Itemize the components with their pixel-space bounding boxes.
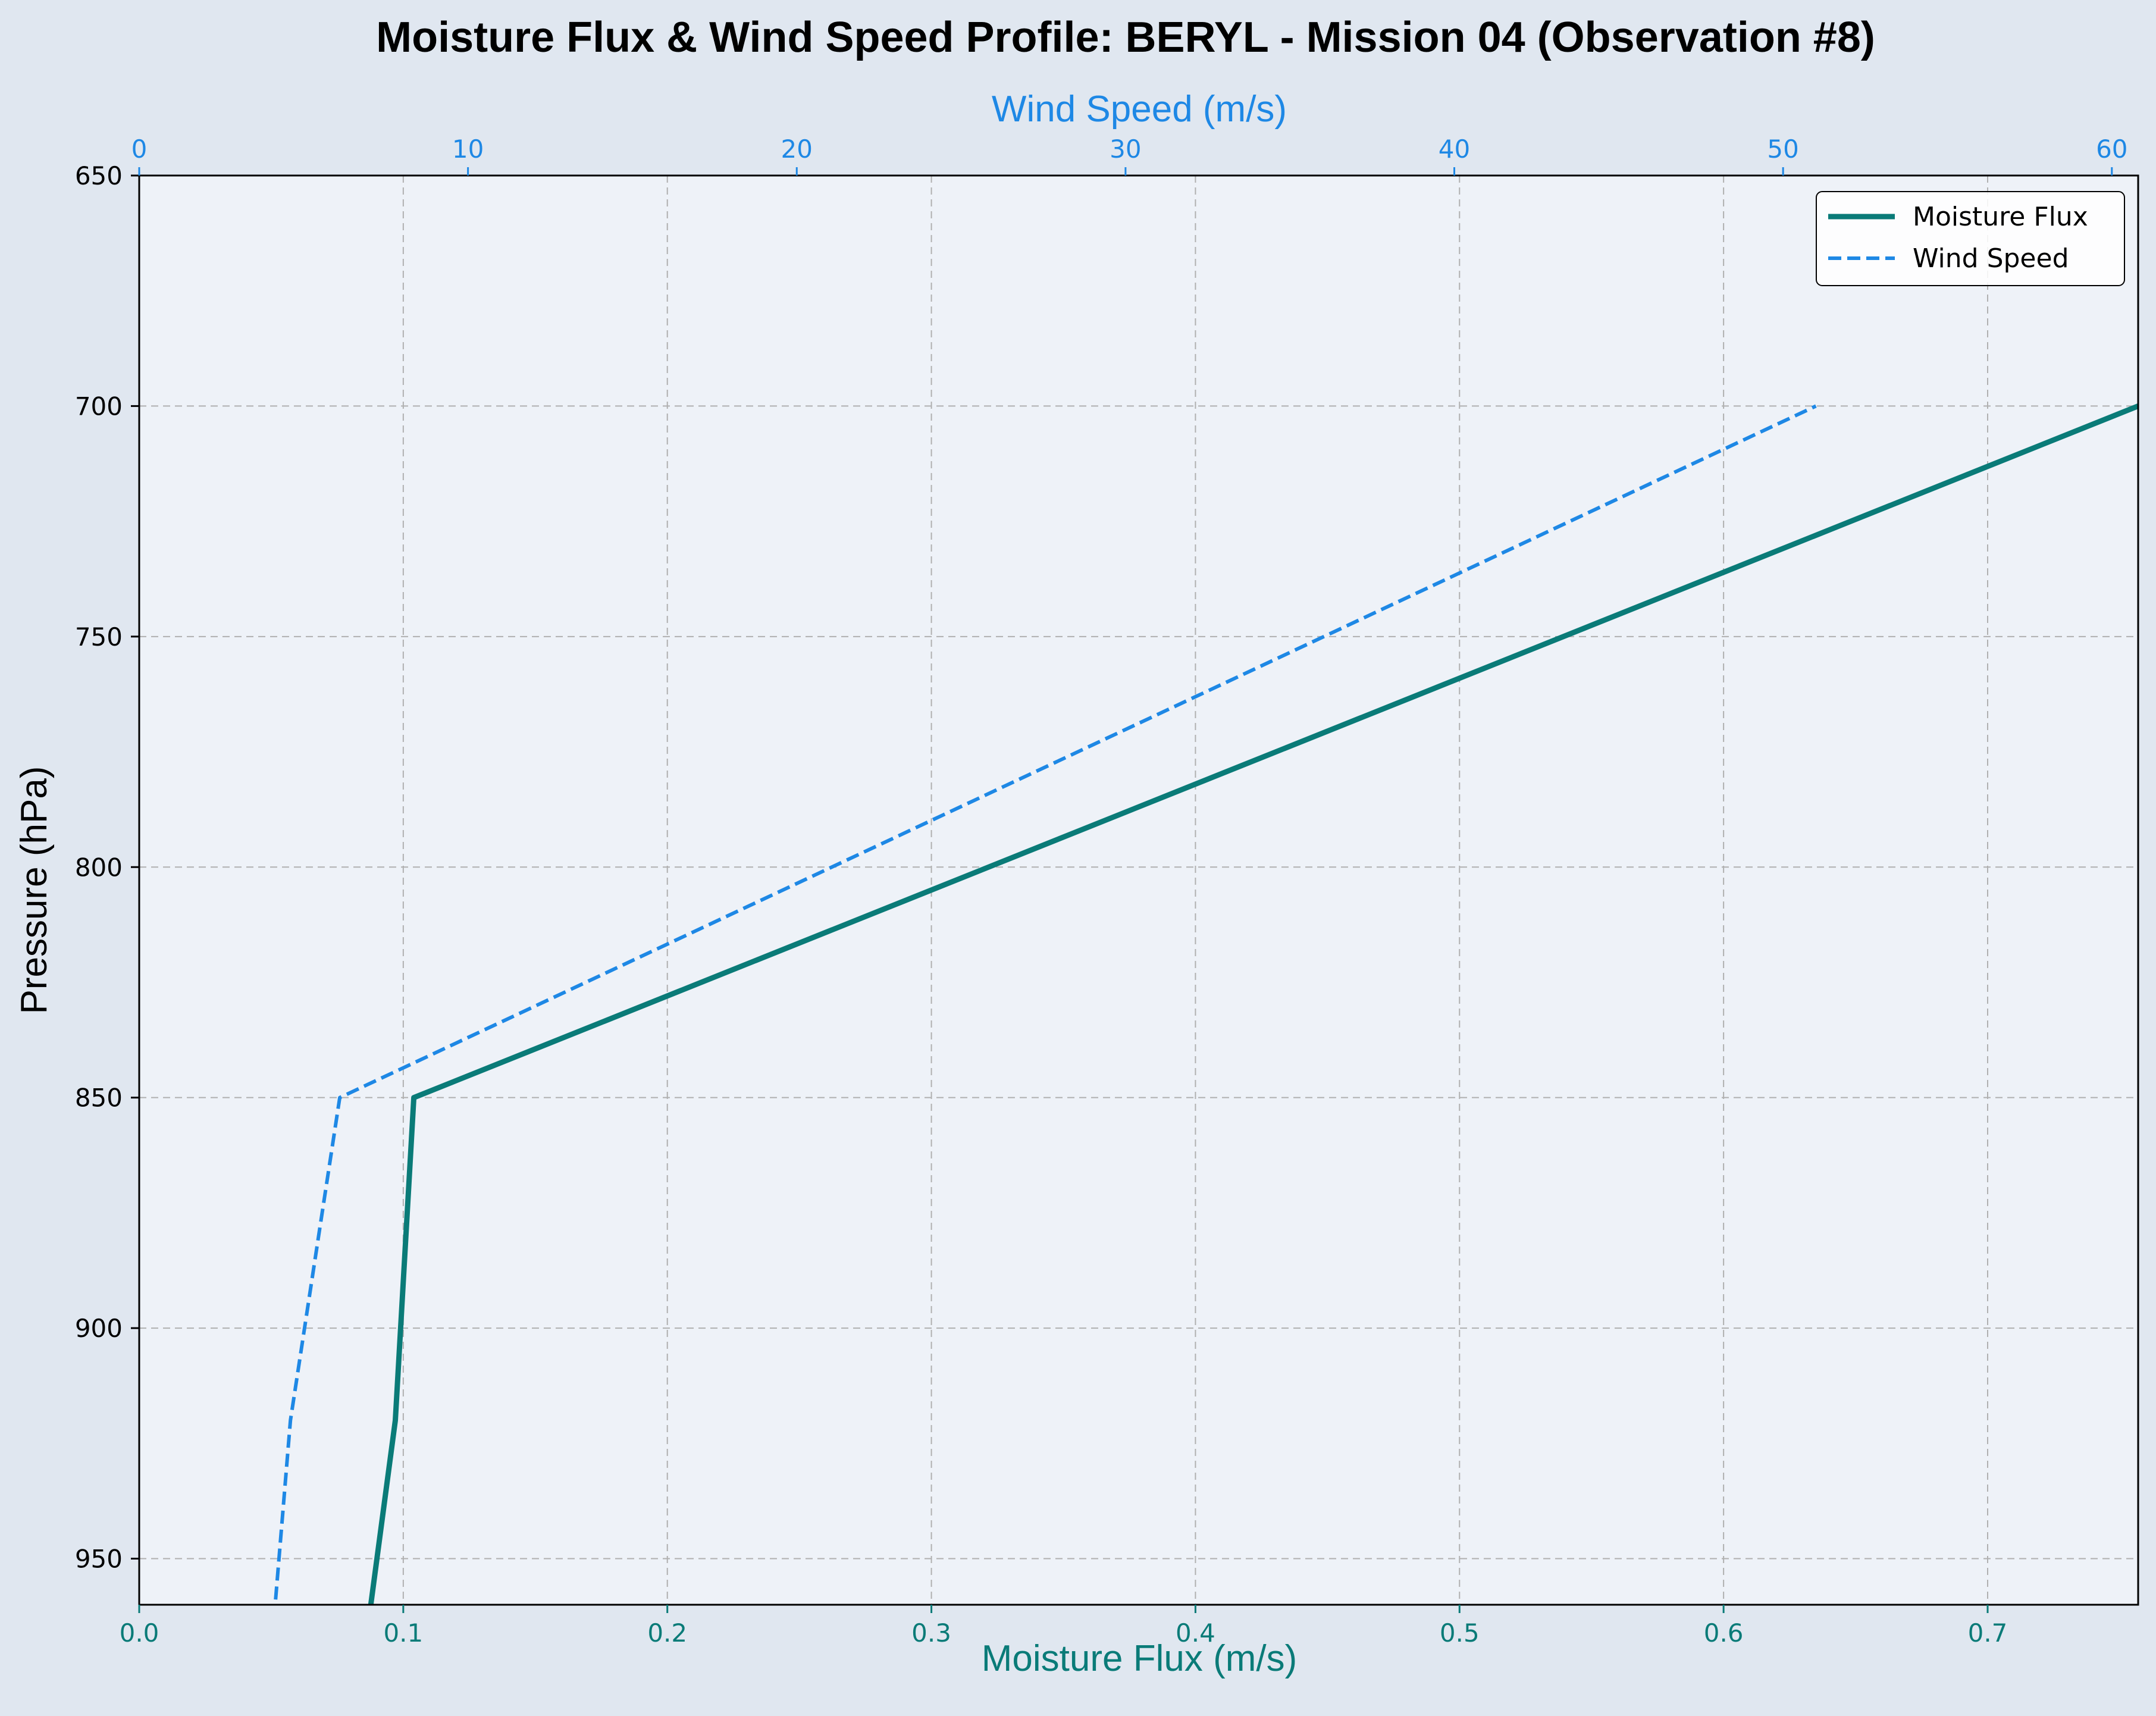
x-top-tick-label: 50	[1767, 134, 1798, 164]
y-tick-label: 900	[75, 1314, 123, 1343]
x-bottom-tick-label: 0.4	[1176, 1618, 1215, 1648]
moisture-flux-line	[368, 403, 2138, 1605]
plot-frame	[138, 174, 2139, 1606]
axes: 650 700 750 800 850 900 950 0.0 0.1 0.2 0.3 0.4 0.5 0…	[75, 134, 2128, 1648]
plot-area	[139, 176, 2138, 1605]
x-bottom-tick-label: 0.2	[647, 1618, 687, 1648]
wind-speed-line	[273, 404, 1817, 1605]
legend: Moisture Flux Wind Speed	[1816, 191, 2125, 286]
y-axis-label: Pressure (hPa)	[14, 766, 55, 1014]
y-tick-label: 700	[75, 392, 123, 421]
x-top-tick-label: 20	[781, 134, 813, 164]
x-bottom-tick-label: 0.0	[120, 1618, 159, 1648]
x-top-tick-label: 40	[1439, 134, 1470, 164]
x-top-tick-label: 60	[2096, 134, 2127, 164]
x-bottom-tick-label: 0.5	[1440, 1618, 1480, 1648]
y-tick-label: 950	[75, 1545, 123, 1574]
y-tick-label: 650	[75, 161, 123, 190]
x-top-tick-label: 0	[131, 134, 148, 164]
top-axis-label: Wind Speed (m/s)	[992, 89, 1287, 130]
chart-title: Moisture Flux & Wind Speed Profile: BERY…	[376, 14, 1875, 61]
x-bottom-tick-label: 0.7	[1968, 1618, 2008, 1648]
x-top-tick-label: 10	[452, 134, 484, 164]
x-bottom-tick-label: 0.6	[1704, 1618, 1744, 1648]
y-tick-label: 850	[75, 1084, 123, 1113]
bottom-axis-label: Moisture Flux (m/s)	[982, 1638, 1297, 1679]
x-top-tick-label: 30	[1110, 134, 1141, 164]
grid	[139, 176, 2138, 1605]
y-tick-label: 750	[75, 622, 123, 652]
legend-label-wind-speed: Wind Speed	[1913, 243, 2069, 274]
x-bottom-tick-label: 0.1	[383, 1618, 423, 1648]
series-group	[273, 403, 2138, 1605]
y-tick-label: 800	[75, 853, 123, 882]
x-bottom-tick-label: 0.3	[911, 1618, 951, 1648]
legend-label-moisture-flux: Moisture Flux	[1913, 202, 2088, 232]
